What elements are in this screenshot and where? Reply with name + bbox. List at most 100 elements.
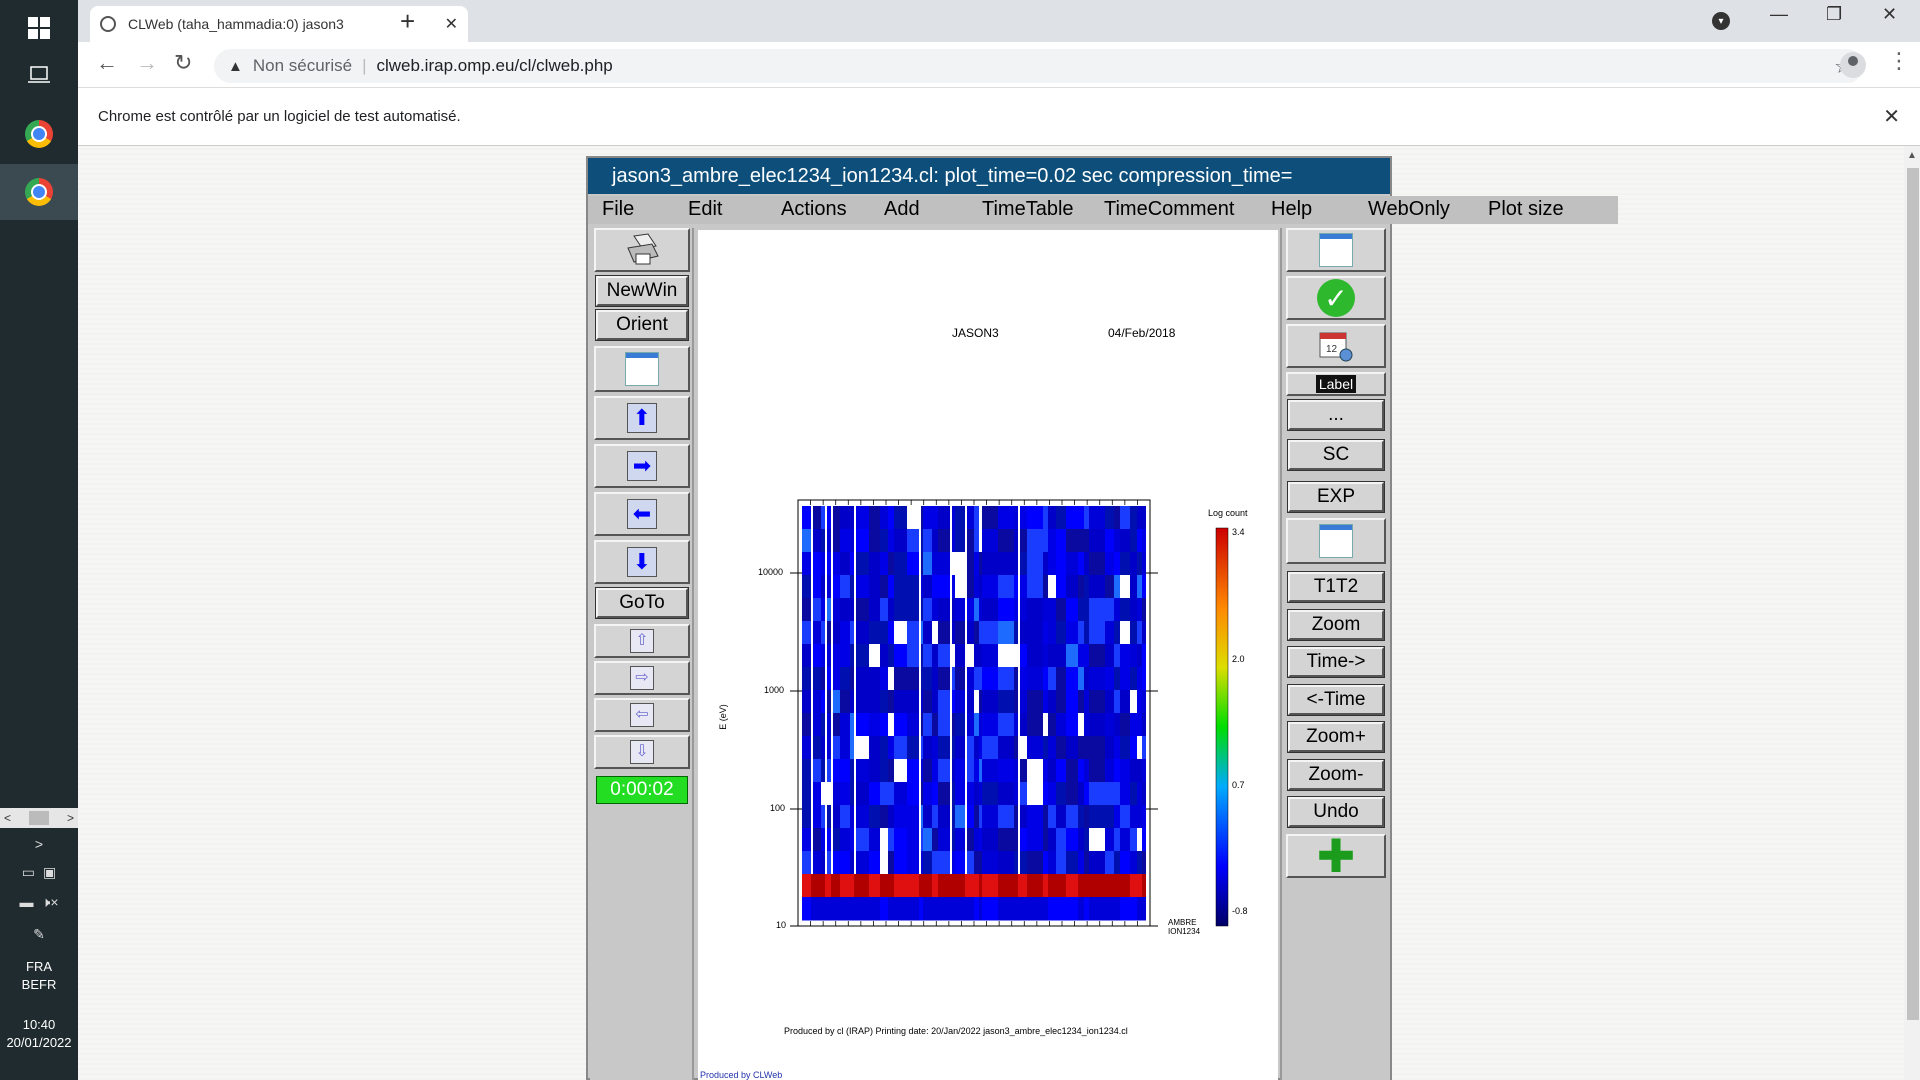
zoom-button[interactable]: Zoom bbox=[1287, 609, 1385, 641]
menu-webonly[interactable]: WebOnly bbox=[1368, 198, 1450, 220]
battery-icon[interactable]: ▬ bbox=[19, 894, 34, 910]
small-arrow-down-icon: ⇩ bbox=[630, 740, 654, 764]
heatmap-cell bbox=[1066, 851, 1078, 875]
time-forward-button[interactable]: Time-> bbox=[1287, 646, 1385, 678]
window-close-button[interactable]: ✕ bbox=[1882, 4, 1898, 24]
sc-button[interactable]: SC bbox=[1287, 439, 1385, 471]
heatmap-cell bbox=[1089, 874, 1105, 898]
pan-down-button[interactable]: ⬇ bbox=[594, 540, 690, 584]
undo-button[interactable]: Undo bbox=[1287, 796, 1385, 828]
plot-bottom-link[interactable]: Produced by CLWeb bbox=[700, 1070, 783, 1080]
heatmap-cell bbox=[998, 598, 1014, 622]
reload-button[interactable]: ↻ bbox=[174, 50, 193, 75]
heatmap-cell bbox=[1142, 598, 1146, 622]
heatmap-cell bbox=[869, 874, 880, 898]
small-arrow-left-icon: ⇦ bbox=[630, 703, 654, 727]
scroll-thumb[interactable] bbox=[29, 811, 49, 825]
print-button[interactable] bbox=[594, 228, 690, 272]
forward-button[interactable]: → bbox=[136, 50, 158, 75]
display-icon[interactable]: ▭ bbox=[21, 864, 35, 880]
t1t2-button[interactable]: T1T2 bbox=[1287, 571, 1385, 603]
heatmap-cell bbox=[974, 598, 979, 622]
tray-expand[interactable]: > bbox=[0, 836, 78, 852]
heatmap-cell bbox=[1056, 828, 1066, 852]
step-up-button[interactable]: ⇧ bbox=[594, 624, 690, 658]
menu-timecomment[interactable]: TimeComment bbox=[1104, 198, 1235, 220]
page-scrollbar[interactable]: ▲ bbox=[1904, 146, 1920, 1080]
zoom-out-button[interactable]: Zoom- bbox=[1287, 759, 1385, 791]
browser-tab-clweb[interactable]: CLWeb (taha_hammadia:0) jason3 ✕ bbox=[90, 6, 468, 42]
validate-button[interactable]: ✓ bbox=[1286, 276, 1386, 320]
heatmap-cell bbox=[825, 529, 831, 553]
pan-right-button[interactable]: ➡ bbox=[594, 444, 690, 488]
menu-edit[interactable]: Edit bbox=[688, 198, 723, 220]
label-button[interactable]: Label bbox=[1286, 372, 1386, 396]
url-text[interactable]: clweb.irap.omp.eu/cl/clweb.php bbox=[376, 56, 613, 75]
taskbar-chrome-2[interactable] bbox=[0, 164, 78, 220]
colorbar-tick-2: 2.0 bbox=[1232, 654, 1245, 664]
chevron-right-icon[interactable]: > bbox=[34, 836, 44, 852]
volume-muted-icon[interactable]: 🕨× bbox=[41, 894, 59, 910]
restore-button[interactable]: ❐ bbox=[1826, 4, 1843, 24]
page-layout-button[interactable] bbox=[594, 346, 690, 392]
heatmap-cell bbox=[1018, 506, 1027, 530]
goto-button[interactable]: GoTo bbox=[595, 587, 689, 619]
scroll-left-icon[interactable]: < bbox=[4, 811, 12, 825]
page-scroll-thumb[interactable] bbox=[1907, 168, 1919, 1020]
step-right-button[interactable]: ⇨ bbox=[594, 661, 690, 695]
step-down-button[interactable]: ⇩ bbox=[594, 735, 690, 769]
panel-layout-button[interactable] bbox=[1286, 518, 1386, 564]
heatmap-cell bbox=[894, 667, 907, 691]
calendar-button[interactable]: 12 bbox=[1286, 324, 1386, 368]
heatmap-cell bbox=[979, 805, 982, 829]
address-bar[interactable]: ▲ Non sécurisé | clweb.irap.omp.eu/cl/cl… bbox=[214, 49, 1864, 83]
scroll-up-icon[interactable]: ▲ bbox=[1907, 150, 1917, 161]
menu-help[interactable]: Help bbox=[1271, 198, 1313, 220]
list-view-button[interactable] bbox=[1286, 228, 1386, 272]
profile-avatar[interactable] bbox=[1840, 52, 1866, 78]
menu-timetable[interactable]: TimeTable bbox=[982, 198, 1074, 220]
menu-file[interactable]: File bbox=[602, 198, 635, 220]
heatmap-cell bbox=[1018, 575, 1027, 599]
taskbar-chrome-1[interactable] bbox=[0, 106, 78, 162]
newwin-button[interactable]: NewWin bbox=[595, 275, 689, 307]
windows-start-button[interactable] bbox=[0, 0, 78, 56]
orient-button[interactable]: Orient bbox=[595, 309, 689, 341]
zoom-in-button[interactable]: Zoom+ bbox=[1287, 721, 1385, 753]
tab-search-icon[interactable]: ▾ bbox=[1712, 12, 1730, 30]
input-language[interactable]: FRA BEFR bbox=[0, 958, 78, 994]
pan-left-button[interactable]: ⬅ bbox=[594, 492, 690, 536]
heatmap-cell bbox=[1048, 529, 1056, 553]
heatmap-cell bbox=[802, 506, 811, 530]
minimize-button[interactable]: — bbox=[1770, 4, 1788, 24]
taskbar-scrollbar[interactable]: < > bbox=[0, 808, 78, 828]
meet-now-icon[interactable]: ▣ bbox=[43, 864, 57, 880]
more-button[interactable]: ... bbox=[1287, 399, 1385, 431]
infobar-close-icon[interactable]: ✕ bbox=[1883, 106, 1900, 128]
chrome-menu-icon[interactable]: ⋮ bbox=[1888, 48, 1910, 73]
warning-icon[interactable]: ▲ bbox=[228, 57, 243, 75]
heatmap-cell bbox=[802, 805, 811, 829]
task-view-button[interactable] bbox=[0, 46, 78, 102]
add-panel-button[interactable]: ✚ bbox=[1286, 833, 1386, 879]
tray-row-1: ▭ ▣ bbox=[0, 864, 78, 881]
heatmap-cell bbox=[1084, 759, 1089, 783]
scroll-right-icon[interactable]: > bbox=[66, 811, 74, 825]
heatmap-cell bbox=[950, 828, 955, 852]
tab-close-icon[interactable]: ✕ bbox=[444, 16, 458, 33]
menu-actions[interactable]: Actions bbox=[781, 198, 847, 220]
clock[interactable]: 10:40 20/01/2022 bbox=[0, 1016, 78, 1052]
spectrogram-svg bbox=[790, 499, 1229, 927]
step-left-button[interactable]: ⇦ bbox=[594, 698, 690, 732]
back-button[interactable]: ← bbox=[96, 50, 118, 75]
exp-button[interactable]: EXP bbox=[1287, 481, 1385, 513]
time-back-button[interactable]: <-Time bbox=[1287, 684, 1385, 716]
heatmap-cell bbox=[1084, 690, 1089, 714]
plot-canvas[interactable]: JASON3 04/Feb/2018 Log count 3.4 2. bbox=[698, 230, 1278, 1080]
pan-up-button[interactable]: ⬆ bbox=[594, 396, 690, 440]
pen-icon[interactable]: ✎ bbox=[33, 926, 45, 942]
menu-add[interactable]: Add bbox=[884, 198, 920, 220]
heatmap-cell bbox=[938, 529, 950, 553]
new-tab-button[interactable]: + bbox=[400, 6, 416, 36]
menu-plot-size[interactable]: Plot size bbox=[1488, 198, 1564, 220]
